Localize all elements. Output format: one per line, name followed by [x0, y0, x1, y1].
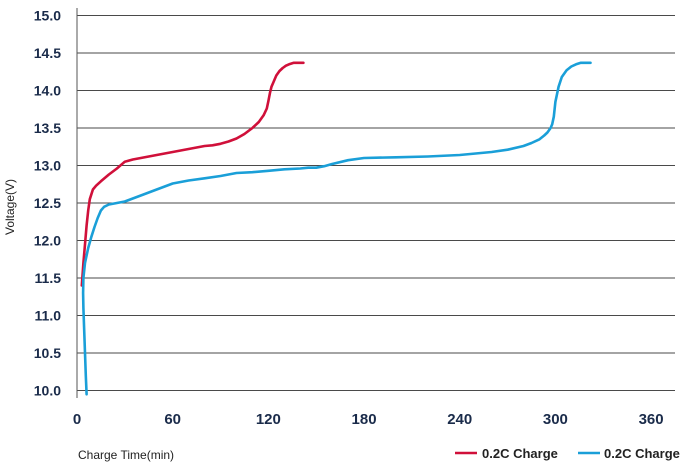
x-tick-label: 360	[639, 411, 664, 428]
y-tick-label: 11.5	[35, 270, 62, 286]
legend-label-1: 0.2C Charge	[482, 446, 558, 461]
series-layer	[80, 61, 592, 396]
y-tick-label: 15.0	[34, 8, 61, 24]
y-axis-label: Voltage(V)	[3, 179, 17, 235]
x-axis-ticks: 0 60 120 180 240 300 360	[73, 411, 664, 428]
x-tick-label: 300	[543, 411, 568, 428]
y-tick-label: 10.0	[34, 383, 61, 399]
legend-label-2: 0.2C Charge	[604, 446, 680, 461]
y-tick-label: 12.0	[34, 233, 61, 249]
y-tick-label: 14.0	[34, 83, 61, 99]
y-axis-ticks: 10.0 10.5 11.0 11.5 12.0 12.5 13.0 13.5 14.0 14.5…	[34, 8, 61, 399]
y-tick-label: 12.5	[34, 195, 61, 211]
y-tick-label: 13.0	[34, 158, 61, 174]
series-line-2	[81, 61, 592, 396]
x-axis-label: Charge Time(min)	[78, 448, 174, 462]
legend: 0.2C Charge 0.2C Charge	[455, 446, 680, 461]
x-tick-label: 180	[352, 411, 377, 428]
grid-lines	[77, 15, 675, 391]
x-tick-label: 240	[447, 411, 472, 428]
y-tick-label: 13.5	[34, 120, 61, 136]
x-tick-label: 60	[164, 411, 181, 428]
x-tick-label: 0	[73, 411, 81, 428]
y-tick-label: 11.0	[35, 308, 62, 324]
x-tick-label: 120	[256, 411, 281, 428]
y-tick-label: 10.5	[34, 345, 61, 361]
y-tick-label: 14.5	[34, 45, 61, 61]
series-line-1	[80, 61, 305, 287]
